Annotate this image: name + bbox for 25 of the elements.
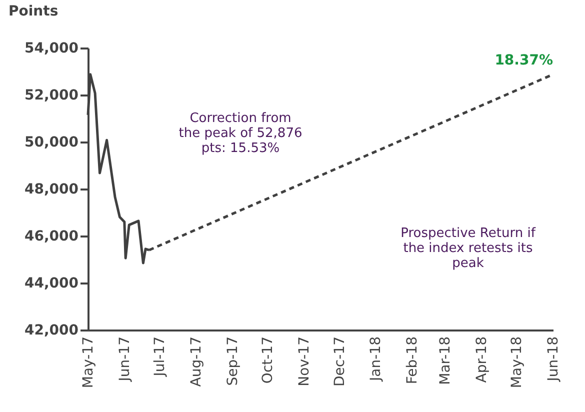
annotation: Prospective Return if the index retests its peak [400,226,536,271]
x-tick-label: Aug-17 [188,336,205,387]
x-tick-label: Jun-17 [116,336,133,382]
y-tick-label: 52,000 [24,88,79,104]
x-tick-label: Feb-18 [404,336,421,384]
y-tick-label: 54,000 [24,40,79,56]
y-tick-label: 42,000 [24,322,79,338]
x-tick-label: Jul-17 [152,336,168,378]
annotation: Correction from the peak of 52,876 pts: 15.53% [178,111,302,156]
y-tick-label: 44,000 [24,276,79,292]
x-tick-label: Apr-18 [474,336,490,383]
y-tick-label: 46,000 [24,228,79,244]
x-tick-label: Jun-18 [546,336,562,382]
x-tick-label: Oct-17 [260,336,276,384]
x-tick-label: Mar-18 [437,336,454,385]
x-tick-label: Jan-18 [368,336,384,382]
x-tick-label: Dec-17 [332,336,348,386]
y-tick-label: 50,000 [24,134,79,150]
annotation: 18.37% [494,52,553,68]
x-tick-label: Nov-17 [296,336,313,386]
x-tick-label: May-17 [80,336,96,388]
y-tick-label: 48,000 [24,182,79,198]
x-tick-label: May-18 [509,336,526,388]
y-axis-title: Points [8,4,58,20]
x-tick-label: Sep-17 [224,336,241,386]
